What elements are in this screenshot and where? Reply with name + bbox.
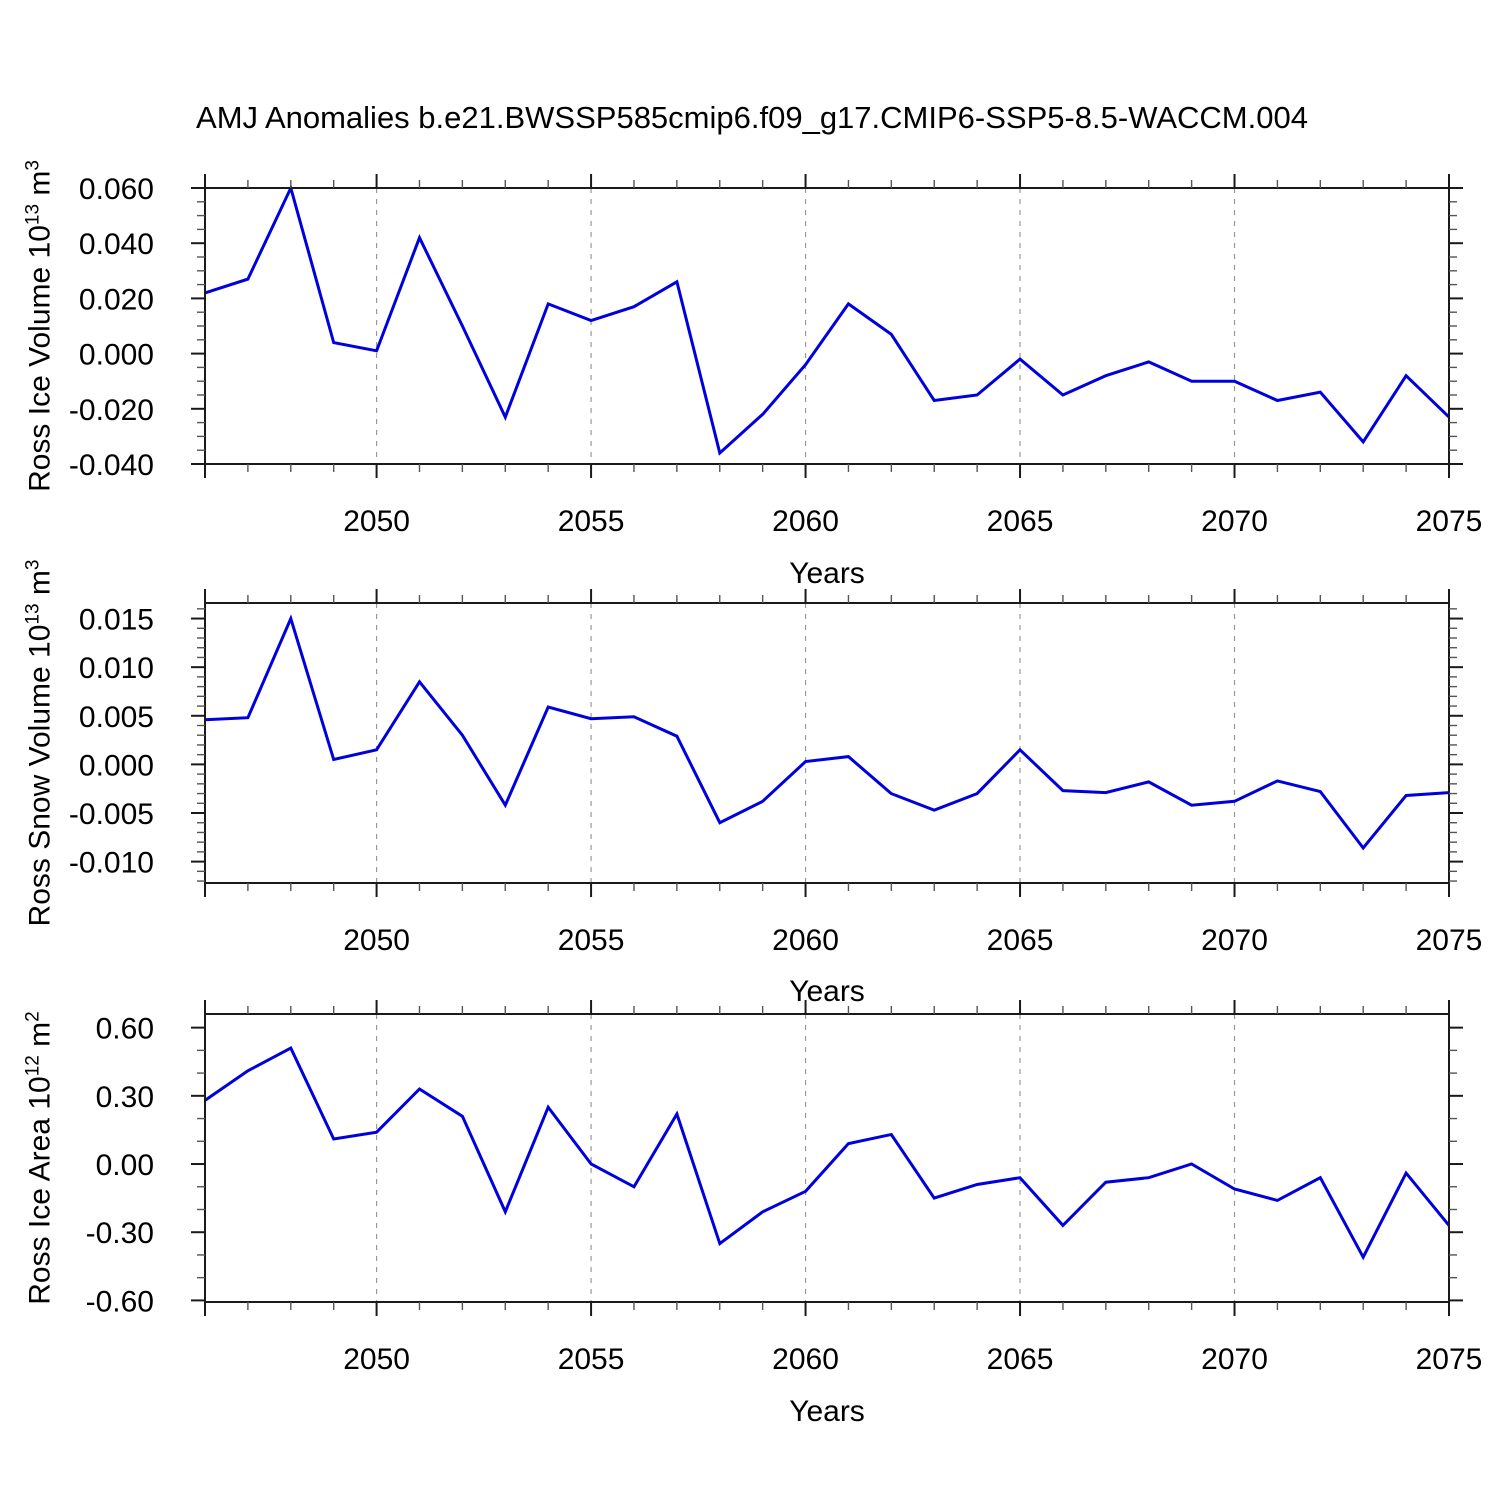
- x-axis-label-panel-1: Years: [789, 557, 865, 590]
- y-tick-label: -0.040: [69, 449, 154, 482]
- y-axis-label-text: Ross Snow Volume 10: [23, 624, 57, 927]
- x-tick-label: 2055: [558, 924, 625, 957]
- x-tick-label: 2075: [1416, 924, 1483, 957]
- x-tick-label: 2060: [772, 1343, 839, 1376]
- y-tick-label: -0.010: [69, 847, 154, 880]
- y-tick-label: 0.005: [79, 701, 154, 734]
- y-tick-label: 0.60: [96, 1013, 154, 1046]
- y-axis-label-exponent: 13: [22, 203, 44, 226]
- y-axis-label-text: Ross Ice Volume 10: [23, 225, 57, 492]
- y-tick-label: 0.000: [79, 339, 154, 372]
- x-tick-label: 2055: [558, 1343, 625, 1376]
- y-tick-label: 0.010: [79, 652, 154, 685]
- plot-frame: [204, 1013, 1450, 1303]
- x-tick-label: 2065: [987, 1343, 1054, 1376]
- x-axis-label-panel-2: Years: [789, 975, 865, 1008]
- x-tick-label: 2070: [1201, 924, 1268, 957]
- y-tick-label: 0.000: [79, 749, 154, 782]
- series-line-ross-ice-area: [204, 1046, 1451, 1261]
- y-axis-label-exponent: 13: [22, 603, 44, 625]
- y-axis-label-ross-ice-volume: Ross Ice Volume 1013 m3: [23, 160, 58, 492]
- x-tick-label: 2065: [987, 924, 1054, 957]
- x-tick-label: 2070: [1201, 505, 1268, 538]
- y-axis-label-exponent: 12: [22, 1055, 44, 1077]
- series-line-ross-snow-volume: [204, 614, 1450, 851]
- y-axis-label-ross-ice-area: Ross Ice Area 1012 m2: [23, 1011, 58, 1305]
- y-tick-label: 0.00: [96, 1149, 154, 1182]
- y-tick-label: 0.020: [79, 283, 154, 316]
- panel-ross-ice-volume: 0.060 0.040 0.020 0.000 -0.020 -0.040 2050 2055…: [69, 173, 1482, 538]
- x-tick-label: 2075: [1416, 505, 1483, 538]
- y-tick-label: 0.040: [79, 228, 154, 261]
- y-axis-label-unit: m: [23, 170, 57, 204]
- y-tick-label: -0.30: [86, 1217, 154, 1250]
- series-line-ross-ice-volume: [204, 183, 1451, 456]
- y-tick-label: -0.020: [69, 394, 154, 427]
- x-tick-label: 2060: [772, 924, 839, 957]
- y-tick-label: 0.015: [79, 604, 154, 637]
- y-axis-label-unit-exponent: 2: [22, 1011, 44, 1022]
- x-tick-label: 2050: [343, 924, 410, 957]
- plot-frame: [204, 602, 1450, 884]
- y-axis-label-unit: m: [23, 570, 57, 604]
- panel-ross-ice-area: 0.60 0.30 0.00 -0.30 -0.60 2050 2055 2060 2065 20…: [86, 1000, 1483, 1376]
- y-axis-label-ross-snow-volume: Ross Snow Volume 1013 m3: [23, 560, 58, 927]
- x-tick-label: 2070: [1201, 1343, 1268, 1376]
- x-axis-label-panel-3: Years: [789, 1395, 865, 1428]
- y-tick-label: 0.30: [96, 1081, 154, 1114]
- y-axis-label-unit: m: [23, 1021, 57, 1056]
- y-axis-label-text: Ross Ice Area 10: [23, 1076, 57, 1305]
- y-tick-label: -0.005: [69, 798, 154, 831]
- y-tick-label: 0.060: [79, 173, 154, 206]
- panel-ross-snow-volume: 0.015 0.010 0.005 0.000 -0.005 -0.010 2050 2055…: [69, 589, 1482, 957]
- x-tick-label: 2060: [772, 505, 839, 538]
- x-tick-label: 2050: [343, 505, 410, 538]
- x-tick-label: 2065: [987, 505, 1054, 538]
- y-axis-label-unit-exponent: 3: [22, 559, 44, 571]
- y-tick-label: -0.60: [86, 1285, 154, 1318]
- x-tick-label: 2050: [343, 1343, 410, 1376]
- chart-title: AMJ Anomalies b.e21.BWSSP585cmip6.f09_g1…: [196, 100, 1308, 135]
- x-tick-label: 2075: [1416, 1343, 1483, 1376]
- y-axis-label-unit-exponent: 3: [22, 160, 44, 171]
- plot-frame: [204, 187, 1450, 465]
- x-tick-label: 2055: [558, 505, 625, 538]
